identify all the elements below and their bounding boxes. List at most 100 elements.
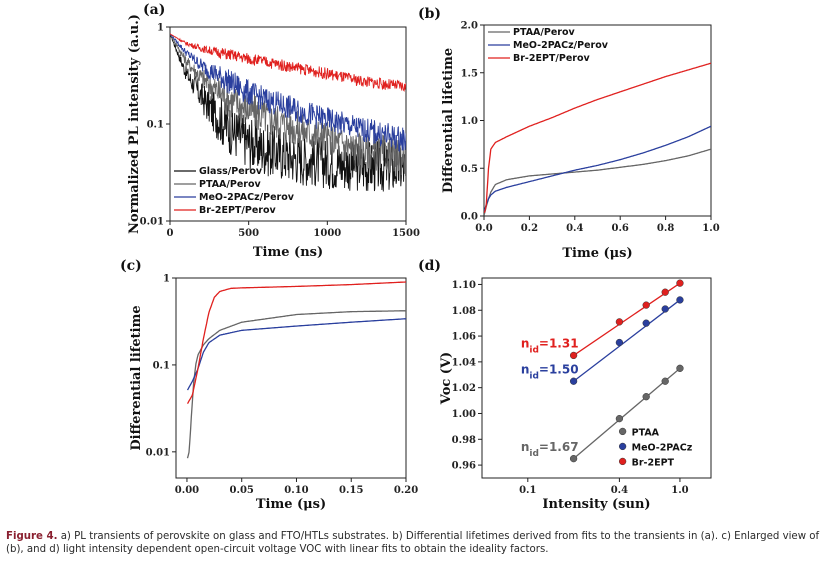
x-axis-label: Time (μs) — [562, 246, 632, 261]
series-line-ptaa-perov — [484, 148, 711, 216]
y-tick-label: 0.1 — [147, 120, 164, 131]
y-tick-label: 0.0 — [461, 212, 478, 223]
legend-label: PTAA — [632, 427, 660, 438]
panel-a: (a) 0 500 1000 1500 0.01 0.1 1 Time (ns) Normaliz… — [127, 2, 420, 260]
data-point — [676, 296, 684, 304]
x-tick-label: 1.0 — [671, 485, 688, 496]
legend-label: MeO-2PACz — [632, 442, 693, 453]
y-tick-label: 1.00 — [452, 409, 476, 420]
y-tick-label: 1.5 — [461, 68, 478, 79]
ideality-annotation: nid=1.31 — [521, 337, 579, 356]
data-point — [569, 377, 578, 385]
y-tick-label: 1.10 — [452, 280, 476, 291]
y-tick-label: 1.02 — [452, 383, 476, 394]
caption-text: a) PL transients of perovskite on glass … — [6, 531, 820, 555]
x-tick-label: 0.20 — [394, 485, 418, 496]
data-point — [569, 454, 578, 463]
data-point — [661, 288, 669, 296]
x-tick-label: 0.4 — [566, 223, 583, 234]
series-line-meo-2pacz-perov — [484, 125, 711, 212]
y-tick-label: 1.08 — [452, 306, 476, 317]
data-point — [615, 338, 624, 347]
y-tick-label: 2.0 — [461, 21, 478, 32]
fit-line — [573, 299, 681, 382]
data-point — [642, 393, 650, 401]
legend-label: MeO-2PACz/Perov — [199, 192, 295, 203]
y-tick-label: 1 — [157, 23, 164, 34]
x-tick-label: 0.8 — [657, 223, 674, 234]
x-tick-label: 0.05 — [230, 485, 254, 496]
data-point — [676, 279, 684, 287]
x-tick-label: 0.15 — [339, 485, 363, 496]
y-tick-label: 0.96 — [452, 461, 476, 472]
y-tick-label: 1.04 — [452, 357, 476, 368]
x-axis-label: Time (μs) — [256, 497, 326, 512]
y-tick-label: 0.98 — [452, 435, 476, 446]
y-axis-label: Normalized PL intensity (a.u.) — [127, 14, 142, 234]
y-axis-label: Differential lifetime — [441, 48, 456, 193]
fit-line — [573, 282, 681, 356]
x-tick-label: 1.0 — [702, 223, 719, 234]
data-point — [642, 319, 650, 327]
legend-label: Glass/Perov — [199, 166, 263, 177]
x-tick-label: 0.6 — [611, 223, 628, 234]
legend-label: PTAA/Perov — [513, 27, 575, 38]
y-tick-label: 0.1 — [153, 360, 170, 371]
ideality-annotation: nid=1.67 — [521, 440, 579, 459]
x-axis-label: Time (ns) — [253, 245, 323, 260]
panel-label: (b) — [418, 6, 441, 22]
data-point — [569, 351, 578, 360]
panel-label: (c) — [120, 258, 142, 274]
y-tick-label: 1.06 — [452, 332, 476, 343]
series-line-meo-2pacz-perov — [170, 33, 406, 153]
fit-line — [573, 367, 681, 460]
legend-label: PTAA/Perov — [199, 179, 261, 190]
x-tick-label: 0.1 — [519, 485, 536, 496]
figure-caption: Figure 4. a) PL transients of perovskite… — [6, 530, 832, 556]
data-point — [642, 301, 650, 309]
series-line-glass-perov — [170, 33, 406, 192]
panel-c: (c) 0.00 0.05 0.10 0.15 0.20 0.01 0.1 1 Time (μs)… — [120, 258, 418, 512]
x-axis-label: Intensity (sun) — [542, 497, 650, 512]
legend-marker — [618, 442, 627, 451]
x-tick-label: 0.4 — [611, 485, 628, 496]
legend-label: Br-2EPT/Perov — [199, 205, 276, 216]
x-tick-label: 1500 — [392, 228, 420, 239]
data-point — [661, 305, 669, 313]
x-tick-label: 0.0 — [475, 223, 492, 234]
legend-label: MeO-2PACz/Perov — [513, 40, 609, 51]
plot-frame — [481, 277, 712, 479]
data-point — [615, 318, 624, 326]
x-tick-label: 0.2 — [521, 223, 538, 234]
panel-label: (d) — [418, 258, 441, 274]
data-point — [661, 377, 669, 385]
series-line-meo-2pacz-perov — [186, 318, 406, 391]
x-tick-label: 0.00 — [175, 485, 199, 496]
legend-label: Br-2EPT — [632, 457, 675, 468]
x-tick-label: 500 — [238, 228, 259, 239]
y-tick-label: 0.5 — [461, 164, 478, 175]
caption-label: Figure 4. — [6, 531, 58, 542]
series-line-ptaa-perov — [186, 310, 406, 459]
y-axis-label: Voc (V) — [439, 352, 454, 405]
plot-frame — [175, 277, 407, 479]
data-point — [676, 364, 684, 372]
legend-label: Br-2EPT/Perov — [513, 53, 590, 64]
y-tick-label: 1 — [163, 274, 170, 285]
y-tick-label: 0.01 — [140, 217, 164, 228]
y-tick-label: 1.0 — [461, 116, 478, 127]
ideality-annotation: nid=1.50 — [521, 362, 579, 381]
x-tick-label: 0.10 — [284, 485, 308, 496]
series-line-br-2ept-perov — [170, 33, 406, 92]
panel-b: (b) 0.0 0.2 0.4 0.6 0.8 1.0 0.0 0.5 1.0 1.5 2.0 Time… — [418, 6, 720, 261]
y-tick-label: 0.01 — [146, 447, 170, 458]
panel-d: (d) 0.1 0.4 1.0 0.96 0.98 1.00 1.02 1.04 1.06 1.08… — [418, 258, 712, 512]
x-tick-label: 1000 — [313, 228, 341, 239]
data-point — [615, 414, 624, 423]
legend-marker — [618, 427, 627, 436]
panel-label: (a) — [143, 2, 165, 18]
y-axis-label: Differential lifetime — [129, 305, 144, 450]
legend-marker — [618, 457, 627, 466]
x-tick-label: 0 — [167, 228, 174, 239]
